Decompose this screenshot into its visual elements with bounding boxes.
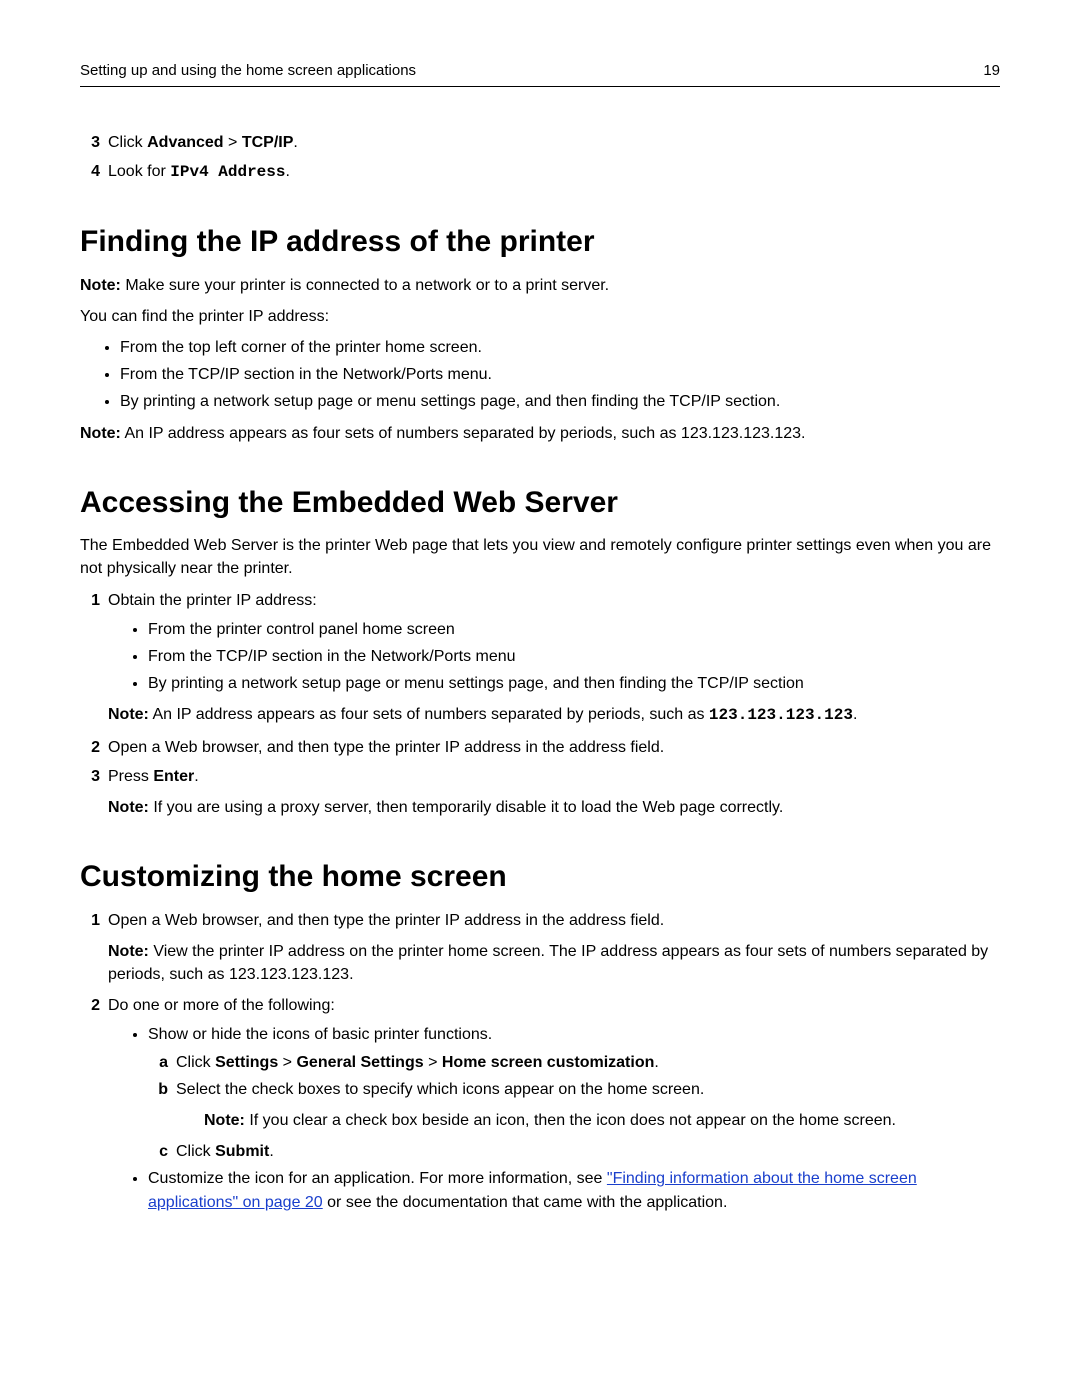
list-item: From the printer control panel home scre… — [148, 618, 1000, 641]
note: Note: An IP address appears as four sets… — [80, 422, 1000, 445]
page-header: Setting up and using the home screen app… — [80, 60, 1000, 87]
step2-options-list: Show or hide the icons of basic printer … — [108, 1023, 1000, 1213]
substep-letter: b — [148, 1078, 168, 1101]
step-number: 2 — [80, 994, 100, 1017]
step-number: 4 — [80, 160, 100, 183]
lead-text: You can find the printer IP address: — [80, 305, 1000, 328]
list-item: Show or hide the icons of basic printer … — [148, 1023, 1000, 1163]
substep-c: c Click Submit. — [148, 1140, 1000, 1163]
substeps-list: a Click Settings > General Settings > Ho… — [148, 1051, 1000, 1164]
section-heading-embedded-web-server: Accessing the Embedded Web Server — [80, 481, 1000, 525]
step-1: 1 Obtain the printer IP address: From th… — [80, 589, 1000, 728]
list-item: From the TCP/IP section in the Network/P… — [148, 645, 1000, 668]
step-number: 3 — [80, 131, 100, 154]
note: Note: If you clear a check box beside an… — [204, 1109, 1000, 1132]
text: Click Submit. — [176, 1143, 274, 1160]
section-heading-customizing-home: Customizing the home screen — [80, 855, 1000, 899]
text: Obtain the printer IP address: — [108, 592, 317, 609]
step-number: 1 — [80, 909, 100, 932]
list-item: Customize the icon for an application. F… — [148, 1167, 1000, 1213]
step-3: 3 Click Advanced > TCP/IP. — [80, 131, 1000, 154]
page-number: 19 — [983, 60, 1000, 82]
ip-location-list: From the top left corner of the printer … — [80, 336, 1000, 414]
list-item: From the top left corner of the printer … — [120, 336, 1000, 359]
note: Note: An IP address appears as four sets… — [108, 703, 1000, 727]
intro-text: The Embedded Web Server is the printer W… — [80, 534, 1000, 580]
step-number: 1 — [80, 589, 100, 612]
section-heading-finding-ip: Finding the IP address of the printer — [80, 220, 1000, 264]
list-item: By printing a network setup page or menu… — [148, 672, 1000, 695]
ews-steps-list: 1 Obtain the printer IP address: From th… — [80, 589, 1000, 820]
step-3: 3 Press Enter. Note: If you are using a … — [80, 765, 1000, 819]
text: Click Settings > General Settings > Home… — [176, 1054, 659, 1071]
header-title: Setting up and using the home screen app… — [80, 60, 416, 82]
text: Look for IPv4 Address. — [108, 163, 290, 180]
substep-a: a Click Settings > General Settings > Ho… — [148, 1051, 1000, 1074]
substep-letter: a — [148, 1051, 168, 1074]
intro-steps-list: 3 Click Advanced > TCP/IP. 4 Look for IP… — [80, 131, 1000, 184]
note: Note: If you are using a proxy server, t… — [108, 796, 1000, 819]
document-page: Setting up and using the home screen app… — [0, 0, 1080, 1397]
substep-b: b Select the check boxes to specify whic… — [148, 1078, 1000, 1132]
list-item: From the TCP/IP section in the Network/P… — [120, 363, 1000, 386]
text: Press Enter. — [108, 768, 199, 785]
list-item: By printing a network setup page or menu… — [120, 390, 1000, 413]
step-4: 4 Look for IPv4 Address. — [80, 160, 1000, 184]
substep-letter: c — [148, 1140, 168, 1163]
step-2: 2 Open a Web browser, and then type the … — [80, 736, 1000, 759]
note: Note: View the printer IP address on the… — [108, 940, 1000, 986]
step-number: 2 — [80, 736, 100, 759]
customize-steps-list: 1 Open a Web browser, and then type the … — [80, 909, 1000, 1214]
step-1: 1 Open a Web browser, and then type the … — [80, 909, 1000, 987]
note: Note: Make sure your printer is connecte… — [80, 274, 1000, 297]
step-number: 3 — [80, 765, 100, 788]
text: Select the check boxes to specify which … — [176, 1081, 704, 1098]
text: Open a Web browser, and then type the pr… — [108, 739, 664, 756]
text: Open a Web browser, and then type the pr… — [108, 912, 664, 929]
obtain-ip-list: From the printer control panel home scre… — [108, 618, 1000, 696]
step-2: 2 Do one or more of the following: Show … — [80, 994, 1000, 1214]
text: Click Advanced > TCP/IP. — [108, 134, 298, 151]
text: Do one or more of the following: — [108, 997, 335, 1014]
